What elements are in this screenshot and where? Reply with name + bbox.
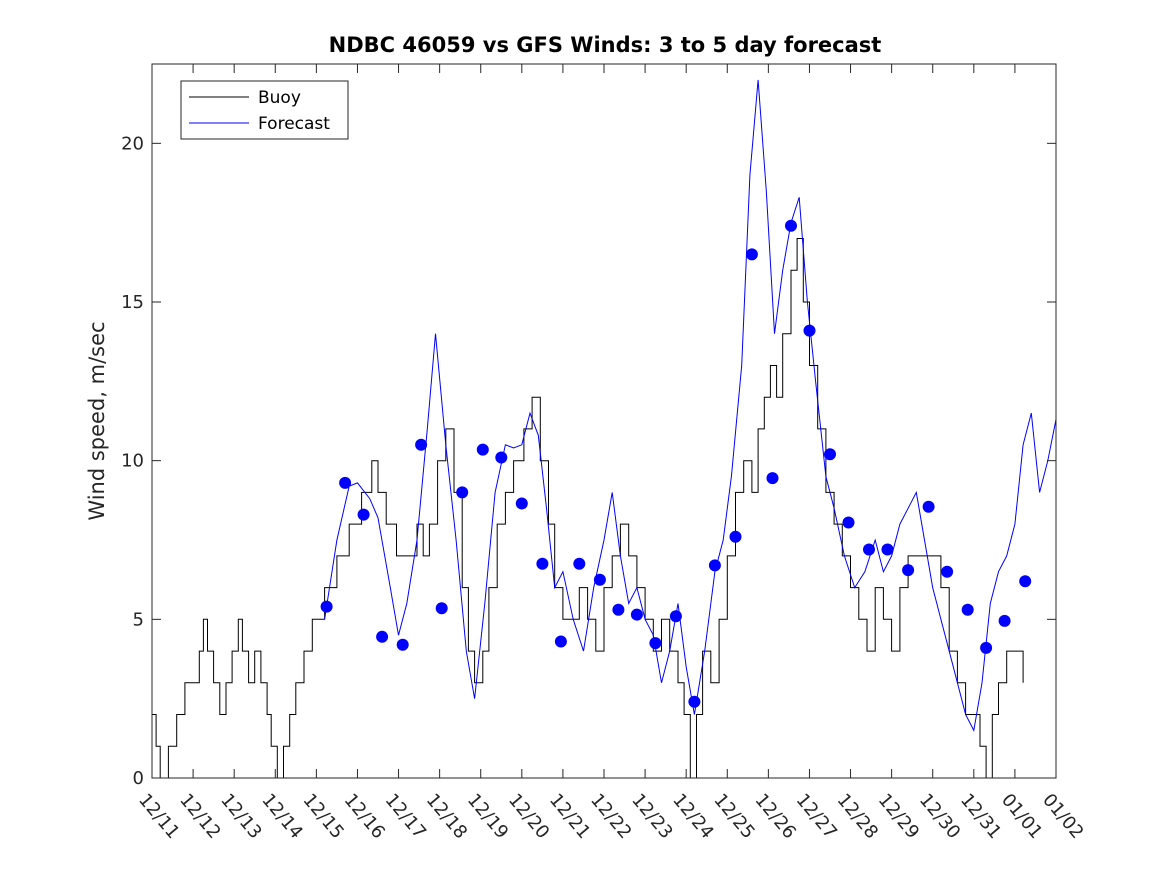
forecast-marker: [998, 614, 1011, 627]
y-tick-label: 5: [133, 609, 144, 630]
y-tick-label: 15: [121, 292, 144, 313]
forecast-marker: [842, 516, 855, 529]
y-axis-label: Wind speed, m/sec: [85, 321, 109, 520]
forecast-marker: [536, 557, 549, 570]
forecast-marker: [824, 448, 836, 461]
forecast-marker: [612, 603, 625, 616]
forecast-marker: [708, 559, 721, 572]
forecast-marker: [435, 602, 448, 615]
forecast-marker: [688, 695, 701, 708]
forecast-marker: [980, 641, 993, 654]
forecast-marker: [476, 443, 489, 456]
series-forecast-day-3-markers: [320, 219, 1032, 708]
forecast-marker: [863, 543, 875, 556]
forecast-marker: [593, 573, 606, 586]
forecast-marker: [456, 486, 469, 499]
forecast-marker: [376, 630, 389, 643]
y-tick-label: 0: [133, 768, 144, 789]
forecast-marker: [1019, 575, 1032, 588]
legend-label-buoy: Buoy: [258, 88, 301, 108]
legend-label-forecast: Forecast: [258, 114, 330, 134]
forecast-marker: [961, 603, 974, 616]
forecast-marker: [881, 543, 894, 556]
plot-area: 12/1112/1212/1312/1412/1512/1612/1712/18…: [121, 63, 1088, 843]
y-tick-label: 20: [121, 133, 144, 154]
forecast-marker: [339, 476, 352, 489]
forecast-marker: [941, 565, 954, 578]
chart-title: NDBC 46059 vs GFS Winds: 3 to 5 day fore…: [329, 33, 882, 57]
forecast-marker: [630, 608, 643, 621]
forecast-marker: [573, 557, 586, 570]
forecast-marker: [554, 635, 567, 648]
series-buoy-line: [152, 238, 1024, 779]
y-tick-label: 10: [121, 451, 144, 472]
legend: Buoy Forecast: [180, 80, 349, 140]
forecast-marker: [803, 324, 816, 337]
forecast-marker: [320, 600, 333, 613]
forecast-marker: [357, 508, 370, 521]
forecast-marker: [415, 438, 428, 451]
forecast-marker: [396, 638, 409, 651]
forecast-marker: [495, 451, 508, 464]
forecast-marker: [785, 219, 797, 232]
forecast-marker: [729, 530, 742, 543]
forecast-marker: [902, 564, 915, 577]
plot-background: [152, 64, 1056, 778]
series-forecast-line: [324, 79, 1057, 732]
forecast-marker: [766, 472, 779, 485]
forecast-marker: [745, 248, 758, 261]
forecast-marker: [669, 610, 682, 623]
legend-box: [180, 80, 349, 140]
forecast-marker: [649, 637, 662, 650]
forecast-marker: [515, 497, 528, 510]
series-layer: [152, 79, 1057, 779]
forecast-marker: [922, 500, 935, 513]
y-axis: 0 5 10 15 20: [121, 133, 1056, 789]
